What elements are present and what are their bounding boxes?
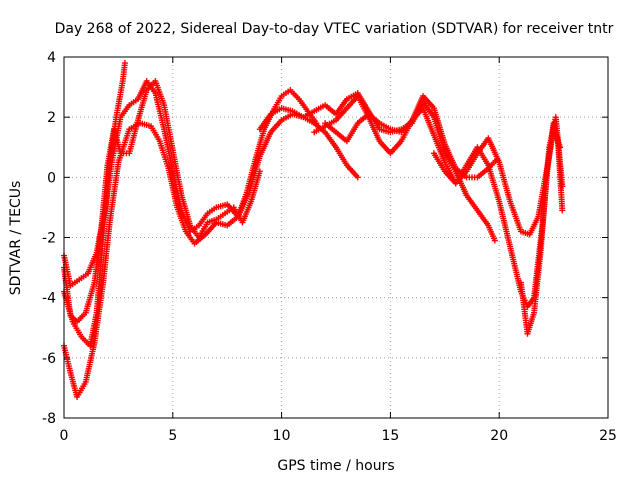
series-sat-track-5 (256, 90, 498, 244)
x-tick-label: 20 (490, 428, 508, 444)
data-point (491, 237, 498, 244)
x-axis-label: GPS time / hours (277, 458, 394, 474)
data-points (61, 60, 566, 400)
y-tick-label: -8 (42, 411, 56, 427)
data-point (256, 168, 263, 175)
x-tick-label: 15 (381, 428, 399, 444)
series-sat-track-8 (430, 114, 566, 310)
x-tick-label: 25 (599, 428, 617, 444)
y-tick-label: -6 (42, 351, 56, 367)
grid-lines (64, 57, 608, 418)
data-point (559, 207, 566, 214)
series-sat-track-1 (61, 111, 361, 400)
y-tick-label: 4 (47, 50, 56, 66)
chart-title: Day 268 of 2022, Sidereal Day-to-day VTE… (55, 21, 614, 37)
y-tick-label: -2 (42, 231, 56, 247)
x-tick-label: 0 (60, 428, 69, 444)
series-sat-track-9 (517, 120, 566, 337)
y-tick-label: 0 (47, 170, 56, 186)
series-sat-track-4 (61, 60, 128, 349)
y-tick-label: -4 (42, 291, 56, 307)
data-point (313, 120, 320, 127)
axis-ticks: -8 -6 -4 -2 0 2 4 0 5 10 15 20 25 (42, 50, 617, 444)
data-point (121, 60, 128, 67)
y-axis-label: SDTVAR / TECUs (8, 181, 24, 296)
x-tick-label: 10 (273, 428, 291, 444)
y-tick-label: 2 (47, 110, 56, 126)
plot-frame (63, 56, 609, 419)
series-sat-track-7 (322, 105, 564, 238)
data-point (354, 174, 361, 181)
x-tick-label: 5 (168, 428, 177, 444)
